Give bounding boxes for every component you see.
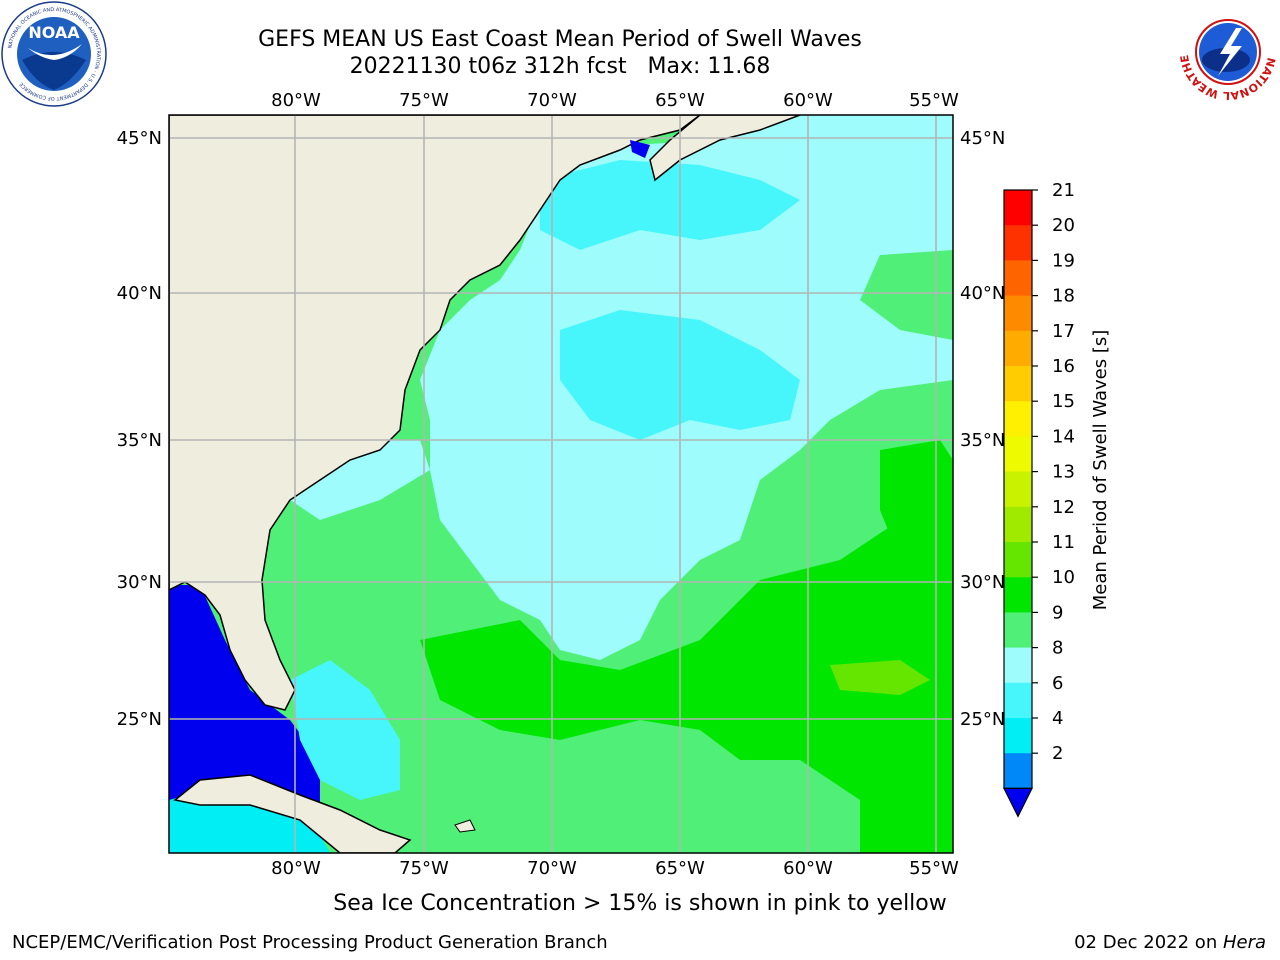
colorbar-tick-label: 11: [1052, 532, 1075, 553]
colorbar-segment: [1004, 718, 1032, 754]
colorbar-segment: [1004, 647, 1032, 684]
lat-label-left: 40°N: [117, 283, 162, 304]
colorbar-tick-label: 6: [1052, 673, 1063, 694]
colorbar-segment: [1004, 260, 1032, 297]
chart-title: GEFS MEAN US East Coast Mean Period of S…: [258, 27, 862, 52]
lon-label-top: 60°W: [783, 90, 833, 111]
noaa-logo: NOAA NATIONAL OCEANIC AND ATMOSPHERIC AD…: [1, 1, 107, 107]
lon-label-bottom: 55°W: [909, 858, 959, 879]
island-land: [454, 819, 476, 833]
lon-label-bottom: 80°W: [271, 858, 321, 879]
swell-region-6-8s-north: [540, 160, 800, 250]
swell-region-10-11s: [420, 480, 953, 853]
colorbar-tick-label: 2: [1052, 743, 1063, 764]
sea-ice-note: Sea Ice Concentration > 15% is shown in …: [333, 891, 947, 916]
footer-credit: NCEP/EMC/Verification Post Processing Pr…: [12, 932, 608, 953]
colorbar-extend-arrow: [1003, 787, 1033, 818]
colorbar-segment: [1004, 295, 1032, 332]
colorbar-tick-label: 16: [1052, 356, 1075, 377]
lon-label-bottom: 70°W: [527, 858, 577, 879]
lat-label-right: 25°N: [960, 709, 1005, 730]
colorbar-segment: [1004, 612, 1032, 649]
colorbar-tick-label: 10: [1052, 567, 1075, 588]
swell-region-11-12s: [830, 660, 930, 695]
colorbar-segment: [1004, 506, 1032, 543]
colorbar-segment: [1004, 436, 1032, 473]
lon-label-bottom: 75°W: [399, 858, 449, 879]
swell-region-10-11s-east: [880, 440, 953, 560]
lon-label-top: 65°W: [655, 90, 705, 111]
map-frame: [168, 114, 954, 854]
colorbar-segment: [1004, 190, 1032, 226]
colorbar-frame: [1003, 189, 1033, 790]
colorbar-tick-label: 20: [1052, 215, 1075, 236]
lon-label-top: 70°W: [527, 90, 577, 111]
lon-label-top: 80°W: [271, 90, 321, 111]
map-field: [169, 115, 953, 853]
lat-label-left: 30°N: [117, 572, 162, 593]
noaa-logo-text: NOAA: [28, 23, 80, 42]
colorbar-tick-label: 4: [1052, 708, 1063, 729]
colorbar-segment: [1004, 401, 1032, 437]
colorbar-label: Mean Period of Swell Waves [s]: [1090, 330, 1111, 611]
chart-subtitle: 20221130 t06z 312h fcst Max: 11.68: [349, 54, 771, 79]
bay-of-fundy: [630, 140, 650, 158]
us-land: [169, 115, 702, 711]
colorbar-tick-label: 13: [1052, 462, 1075, 483]
colorbar-segment: [1004, 682, 1032, 719]
colorbar-tick-label: 9: [1052, 602, 1063, 623]
colorbar-tick-label: 8: [1052, 638, 1063, 659]
lat-label-left: 45°N: [117, 128, 162, 149]
colorbar: 21 20 19 18 17 16 15 14 13 12 11 10 9 8 6 4 2: [1003, 180, 1075, 818]
colorbar-tick-label: 18: [1052, 286, 1075, 307]
cuba-land: [173, 774, 412, 853]
colorbar-segment: [1004, 330, 1032, 367]
colorbar-segment: [1004, 542, 1032, 578]
lon-label-bottom: 60°W: [783, 858, 833, 879]
colorbar-tick-label: 19: [1052, 250, 1075, 271]
lat-label-right: 30°N: [960, 572, 1005, 593]
footer-date-text: 02 Dec 2022 on: [1074, 932, 1223, 953]
bahamas-shelf: [290, 660, 400, 800]
colorbar-tick-label: 17: [1052, 321, 1075, 342]
footer-host: Hera: [1222, 932, 1266, 953]
lon-label-bottom: 65°W: [655, 858, 705, 879]
lat-label-left: 35°N: [117, 430, 162, 451]
lat-label-right: 45°N: [960, 128, 1005, 149]
colorbar-segment: [1004, 753, 1032, 789]
colorbar-segment: [1004, 577, 1032, 613]
lat-label-right: 40°N: [960, 283, 1005, 304]
colorbar-tick-label: 15: [1052, 391, 1075, 412]
colorbar-segment: [1004, 366, 1032, 402]
colorbar-segment: [1004, 471, 1032, 508]
map-grid: [169, 115, 953, 853]
colorbar-segment: [1004, 225, 1032, 261]
nws-logo: NATIONAL WEATHER SERVICE: [1176, 0, 1278, 102]
colorbar-tick-label: 14: [1052, 426, 1075, 447]
colorbar-tick-label: 12: [1052, 497, 1075, 518]
lon-label-top: 75°W: [399, 90, 449, 111]
lat-label-right: 35°N: [960, 430, 1005, 451]
footer-date: 02 Dec 2022 on Hera: [1074, 932, 1266, 953]
colorbar-tick-label: 21: [1052, 180, 1075, 201]
lat-label-left: 25°N: [117, 709, 162, 730]
lon-label-top: 55°W: [909, 90, 959, 111]
